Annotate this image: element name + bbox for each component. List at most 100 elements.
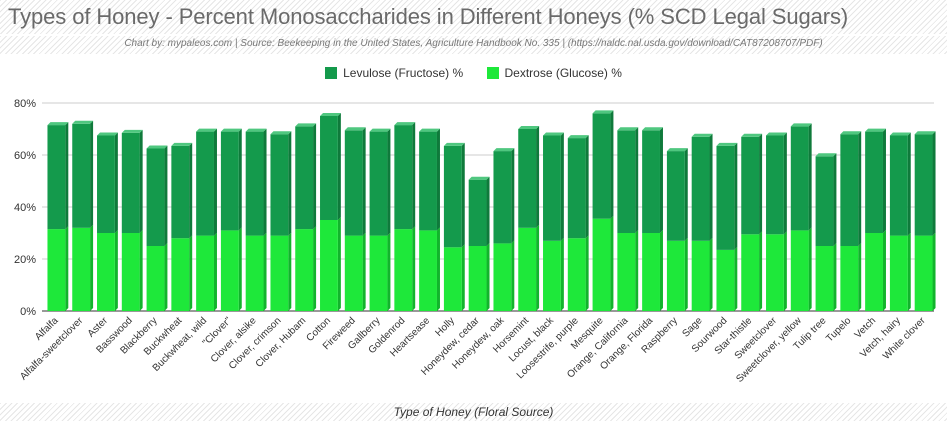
bar-dextrose xyxy=(270,235,289,311)
bar-levulose xyxy=(97,135,115,233)
bar-levulose xyxy=(691,136,710,241)
bar-dextrose xyxy=(567,238,586,311)
bar-levulose xyxy=(567,138,586,239)
bar-side xyxy=(610,110,614,219)
bar-top xyxy=(691,133,713,137)
bar-top xyxy=(815,153,837,157)
bar-top xyxy=(543,132,564,136)
bar-top xyxy=(790,123,812,127)
bar-top xyxy=(617,127,639,131)
bar-side xyxy=(759,133,763,235)
chart-title: Types of Honey - Percent Monosaccharides… xyxy=(8,4,849,29)
bar-levulose xyxy=(196,131,214,236)
bar-side xyxy=(659,230,663,311)
legend-item-dextrose[interactable]: Dextrose (Glucose) % xyxy=(486,66,622,80)
bar-levulose xyxy=(840,134,859,246)
bar-side xyxy=(164,243,168,311)
bar-levulose xyxy=(245,131,264,236)
bar-side xyxy=(585,135,589,239)
y-tick-label: 80% xyxy=(14,98,36,110)
bar-levulose xyxy=(295,126,314,230)
bar-levulose xyxy=(914,134,933,236)
bar-side xyxy=(907,132,911,236)
bar-levulose xyxy=(171,145,190,239)
bar-dextrose xyxy=(914,235,933,311)
bar-levulose xyxy=(146,148,165,246)
bar-dextrose xyxy=(97,233,115,311)
bar-top xyxy=(196,128,217,132)
bar-side xyxy=(858,243,862,311)
bar-side xyxy=(362,232,366,311)
bar-dextrose xyxy=(617,233,636,311)
bar-levulose xyxy=(889,135,908,236)
bar-side xyxy=(783,132,787,235)
bar-side xyxy=(387,232,391,311)
bar-side xyxy=(882,128,886,233)
bar-side xyxy=(833,153,837,246)
bar-side xyxy=(189,235,193,311)
bar-levulose xyxy=(468,179,487,246)
y-tick-label: 0% xyxy=(20,306,36,318)
bar-levulose xyxy=(865,131,883,233)
bar-dextrose xyxy=(592,218,611,311)
bar-levulose xyxy=(394,125,413,230)
bar-levulose xyxy=(72,123,91,228)
bar-top xyxy=(741,133,763,137)
bar-levulose xyxy=(790,126,809,231)
bar-side xyxy=(833,243,837,311)
bar-side xyxy=(536,224,540,311)
bar-top xyxy=(666,148,688,152)
bar-side xyxy=(684,237,688,311)
bar-side xyxy=(511,240,515,311)
bar-levulose xyxy=(320,116,338,220)
bar-dextrose xyxy=(865,233,883,311)
bar-dextrose xyxy=(245,235,264,311)
bar-dextrose xyxy=(344,235,363,311)
subtitle-band xyxy=(0,36,947,54)
bar-dextrose xyxy=(766,234,784,311)
bar-top xyxy=(245,128,267,132)
bar-dextrose xyxy=(666,240,685,311)
bar-levulose xyxy=(369,131,388,236)
bar-top xyxy=(220,128,242,132)
bar-side xyxy=(313,226,317,311)
bar-top xyxy=(493,148,515,152)
bar-dextrose xyxy=(889,235,908,311)
bar-side xyxy=(412,226,416,311)
bar-dextrose xyxy=(518,227,537,311)
bar-dextrose xyxy=(543,240,561,311)
bar-top xyxy=(443,142,465,146)
bar-side xyxy=(337,217,341,311)
bar-levulose xyxy=(493,151,512,244)
x-tick-label: Tupelo xyxy=(824,315,853,344)
bar-side xyxy=(461,244,465,311)
y-tick-label: 60% xyxy=(14,150,36,162)
bar-top xyxy=(865,128,886,132)
bar-side xyxy=(858,131,862,246)
bar-levulose xyxy=(121,132,140,233)
bar-dextrose xyxy=(691,240,710,311)
bar-side xyxy=(263,232,267,311)
bar-side xyxy=(734,142,738,250)
bar-dextrose xyxy=(790,230,809,311)
bar-levulose xyxy=(518,129,537,228)
bar-side xyxy=(313,123,317,230)
bar-side xyxy=(114,132,118,233)
bar-levulose xyxy=(543,135,561,241)
bar-side xyxy=(238,227,242,311)
bar-top xyxy=(270,131,292,135)
bar-side xyxy=(139,129,143,233)
bar-levulose xyxy=(344,130,363,236)
bar-side xyxy=(560,132,564,241)
bar-dextrose xyxy=(468,246,487,311)
bar-dextrose xyxy=(419,230,437,311)
bar-dextrose xyxy=(443,247,462,311)
title-band xyxy=(0,0,947,34)
legend-item-levulose[interactable]: Levulose (Fructose) % xyxy=(325,66,463,80)
bar-side xyxy=(288,232,292,311)
legend-label-levulose: Levulose (Fructose) % xyxy=(343,66,464,80)
bar-side xyxy=(65,122,69,230)
bar-dextrose xyxy=(295,229,314,311)
bar-levulose xyxy=(642,130,660,233)
